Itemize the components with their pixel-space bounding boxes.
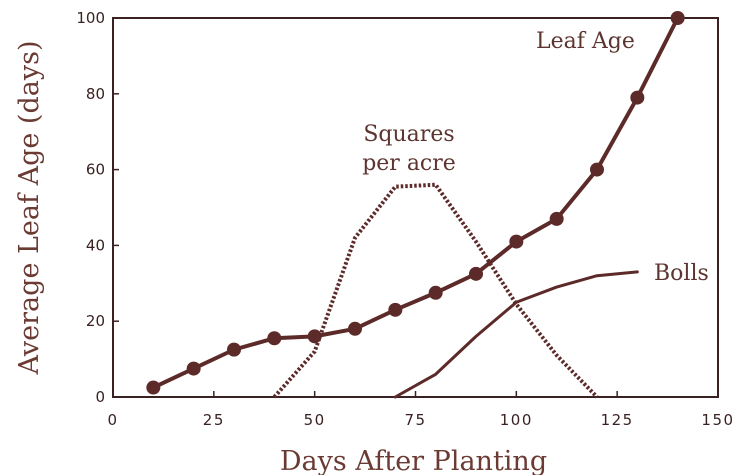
series-label-line: Leaf Age: [536, 29, 635, 54]
leaf-age-point: [630, 90, 645, 105]
series-label-line: Bolls: [654, 261, 709, 286]
series-label-line: Squares: [363, 122, 454, 147]
leaf-age-point: [307, 329, 322, 344]
y-tick-label: 40: [86, 236, 105, 254]
series-lines: [151, 16, 680, 399]
bolls-label: Bolls: [654, 261, 709, 286]
x-tick-label: 150: [701, 411, 734, 429]
leaf-age-point: [428, 285, 443, 300]
x-tick-label: 75: [404, 411, 426, 429]
labels: Days After Planting Average Leaf Age (day…: [14, 29, 709, 475]
y-tick-label: 20: [86, 312, 105, 330]
squares-per-acre-label: Squares per acre: [362, 122, 456, 176]
y-tick-label: 80: [86, 85, 105, 103]
leaf-age-point: [267, 331, 282, 346]
plot-frame: [112, 17, 719, 398]
x-axis-title: Days After Planting: [280, 446, 547, 475]
x-tick-label: 100: [500, 411, 533, 429]
ticks: 0 25 50 75 100 125 150 0 20 40 60 80 100: [76, 9, 734, 429]
bolls-line: [393, 270, 639, 399]
leaf-age-point: [509, 234, 524, 249]
leaf-age-point: [388, 302, 403, 317]
axes: [112, 17, 719, 398]
leaf-age-point: [549, 211, 564, 226]
y-tick-label: 0: [95, 388, 105, 406]
x-tick-label: 125: [601, 411, 634, 429]
series-label-line: per acre: [362, 151, 456, 176]
y-tick-label: 100: [76, 9, 105, 27]
leaf-age-point: [670, 11, 685, 25]
x-tick-label: 25: [203, 411, 225, 429]
leaf-age-point: [146, 380, 161, 395]
y-axis-title: Average Leaf Age (days): [14, 41, 45, 376]
leaf-age-label: Leaf Age: [536, 29, 635, 54]
leaf-age-point: [590, 162, 604, 177]
leaf-age-point: [186, 361, 201, 376]
leaf-age-point: [348, 321, 362, 336]
series-markers: [146, 11, 685, 395]
y-tick-label: 60: [86, 161, 105, 179]
x-tick-label: 50: [304, 411, 326, 429]
leaf-age-point: [227, 342, 241, 357]
leaf-age-point: [469, 266, 483, 281]
x-tick-label: 0: [107, 411, 118, 429]
leaf-age-line: [151, 16, 680, 390]
squares-per-acre-line: [272, 182, 599, 399]
